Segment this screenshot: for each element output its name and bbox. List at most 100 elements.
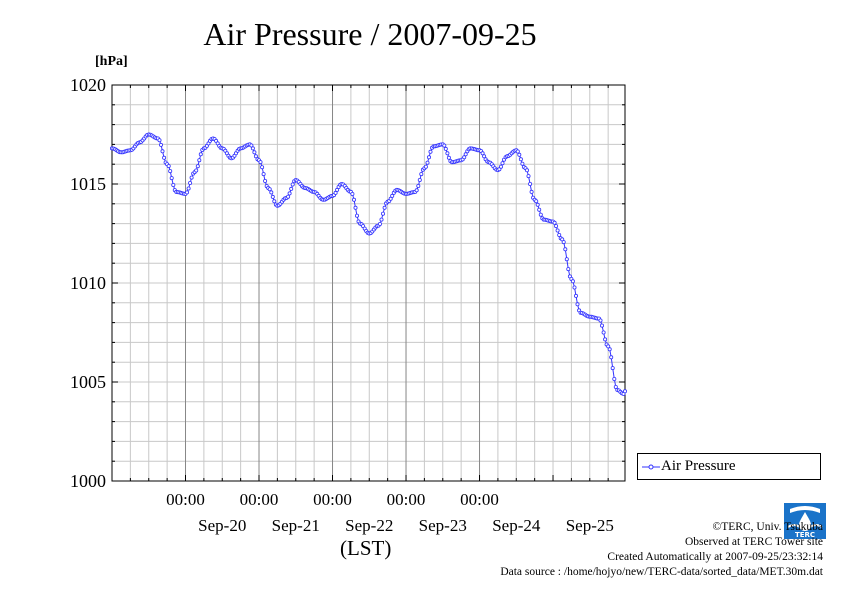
data-point <box>382 205 387 210</box>
x-time-label: 00:00 <box>460 490 499 509</box>
data-point <box>377 221 382 226</box>
copyright-text: ©TERC, Univ. Tsukuba <box>712 521 823 533</box>
data-point <box>603 337 608 342</box>
data-point <box>166 164 171 169</box>
data-point <box>379 217 384 222</box>
data-point <box>518 157 523 162</box>
data-point <box>272 199 277 204</box>
data-point <box>416 183 421 188</box>
data-point <box>171 182 176 187</box>
data-point <box>525 168 530 173</box>
data-point <box>186 186 191 191</box>
data-point <box>552 220 557 225</box>
data-point <box>600 323 605 328</box>
data-point <box>442 143 447 148</box>
created-text: Created Automatically at 2007-09-25/23:3… <box>607 551 823 563</box>
data-point <box>189 175 194 180</box>
data-point <box>260 165 265 170</box>
y-axis-unit: [hPa] <box>95 54 128 69</box>
credits-block: ©TERC, Univ. Tsukuba Observed at TERC To… <box>500 520 823 580</box>
legend: Air Pressure <box>637 453 821 480</box>
data-point <box>563 247 568 252</box>
x-date-label: Sep-22 <box>345 516 393 535</box>
x-date-label: Sep-25 <box>566 516 614 535</box>
data-point <box>462 155 467 160</box>
data-point <box>270 194 275 199</box>
data-point <box>598 318 603 323</box>
data-point <box>425 160 430 165</box>
data-point <box>601 330 606 335</box>
data-point <box>480 151 485 156</box>
data-point <box>515 149 520 154</box>
data-point <box>526 174 531 179</box>
data-point <box>286 194 291 199</box>
data-point <box>169 176 174 181</box>
data-point <box>417 177 422 182</box>
data-point <box>535 202 540 207</box>
x-time-label: 00:00 <box>240 490 279 509</box>
terc-logo-icon: TERC <box>784 503 826 539</box>
data-point <box>554 224 559 229</box>
data-point <box>350 191 355 196</box>
data-point <box>195 164 200 169</box>
data-point <box>250 146 255 151</box>
data-point <box>162 155 167 160</box>
legend-line-marker-icon <box>642 464 660 470</box>
data-point <box>500 161 505 166</box>
data-point <box>623 389 628 394</box>
data-point <box>557 232 562 237</box>
axes: 1000 1005 1010 1015 1020 00:00 00:00 00:00 00:00… <box>70 75 625 535</box>
data-point <box>287 191 292 196</box>
y-tick-label: 1015 <box>70 174 106 194</box>
data-point <box>528 181 533 186</box>
data-point <box>261 172 266 177</box>
data-point <box>253 154 258 159</box>
data-point <box>419 172 424 177</box>
data-point <box>482 154 487 159</box>
x-time-label: 00:00 <box>166 490 205 509</box>
data-point <box>390 193 395 198</box>
y-tick-label: 1020 <box>70 75 106 95</box>
data-point <box>534 199 539 204</box>
data-point <box>610 366 615 371</box>
data-point <box>555 228 560 233</box>
data-point <box>575 302 580 307</box>
x-date-label: Sep-23 <box>419 516 467 535</box>
y-tick-label: 1000 <box>70 471 106 491</box>
data-point <box>290 182 295 187</box>
data-point <box>184 190 189 195</box>
data-point <box>252 150 257 155</box>
data-point <box>168 169 173 174</box>
data-point <box>428 149 433 154</box>
data-point <box>574 293 579 298</box>
data-point <box>564 257 569 262</box>
data-point <box>269 190 274 195</box>
series-air-pressure <box>110 132 628 396</box>
data-point <box>158 142 163 147</box>
data-point <box>353 205 358 210</box>
data-point <box>529 189 534 194</box>
data-point <box>561 240 566 245</box>
data-point <box>520 161 525 166</box>
observed-text: Observed at TERC Tower site <box>684 536 823 548</box>
data-point <box>538 212 543 217</box>
x-axis-timezone: (LST) <box>340 536 392 560</box>
data-point <box>566 267 571 272</box>
data-point <box>612 376 617 381</box>
data-point <box>445 151 450 156</box>
data-point <box>537 207 542 212</box>
data-point <box>498 164 503 169</box>
y-tick-label: 1010 <box>70 273 106 293</box>
data-point <box>354 213 359 218</box>
data-point <box>443 146 448 151</box>
chart-title: Air Pressure / 2007-09-25 <box>203 16 537 52</box>
x-date-label: Sep-24 <box>492 516 541 535</box>
data-point <box>160 149 165 154</box>
x-time-label: 00:00 <box>387 490 426 509</box>
data-point <box>572 285 577 290</box>
data-point <box>194 168 199 173</box>
data-point <box>517 152 522 157</box>
series-line <box>111 133 626 395</box>
data-point <box>263 178 268 183</box>
